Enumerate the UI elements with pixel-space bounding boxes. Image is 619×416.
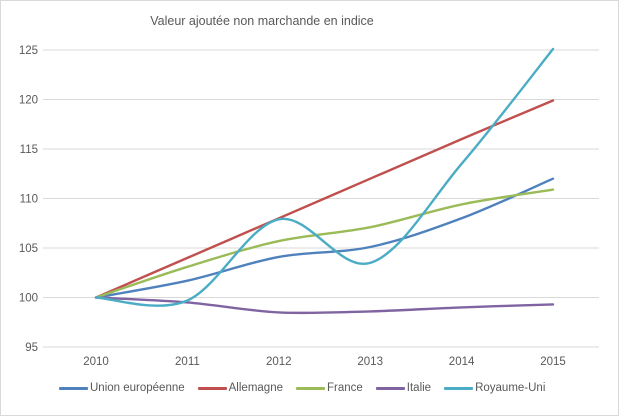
legend-line-swatch [197, 386, 227, 390]
y-tick-label: 115 [20, 144, 38, 156]
x-tick-label: 2013 [357, 356, 383, 368]
series-line-france [94, 188, 555, 299]
x-tick-label: 2015 [540, 356, 566, 368]
series-line-royaume-uni [94, 47, 555, 307]
series-line-allemagne [94, 99, 555, 299]
x-tick-label: 2014 [449, 356, 475, 368]
series-line-italie [94, 296, 555, 315]
y-tick-label: 95 [25, 342, 38, 354]
chart-title: Valeur ajoutée non marchande en indice [150, 14, 374, 28]
legend-line-swatch [59, 386, 88, 390]
legend-line-swatch [375, 386, 405, 390]
x-tick-label: 2011 [175, 356, 200, 368]
legend-item-royaume-uni: Royaume-Uni [444, 382, 545, 394]
legend-label: Italie [406, 382, 432, 394]
x-tick-label: 2012 [266, 356, 292, 368]
legend-line-swatch [295, 386, 325, 390]
legend-label: Royaume-Uni [475, 382, 546, 394]
y-tick-label: 125 [19, 45, 38, 57]
legend-item-union-europ-enne: Union européenne [59, 382, 185, 394]
legend-line-swatch [444, 386, 474, 390]
series-line-union-europ-enne [94, 177, 555, 299]
legend-item-italie: Italie [375, 382, 432, 394]
legend: Union européenne Allemagne France Italie Roy… [59, 382, 545, 394]
legend-item-france: France [295, 382, 363, 394]
legend-label: France [326, 382, 363, 394]
legend-label: Allemagne [228, 382, 283, 394]
x-tick-label: 2010 [83, 356, 109, 368]
y-tick-label: 120 [19, 95, 38, 107]
y-tick-label: 100 [19, 293, 38, 305]
y-tick-label: 105 [19, 243, 38, 255]
legend-label: Union européenne [90, 382, 185, 394]
legend-item-allemagne: Allemagne [197, 382, 283, 394]
y-tick-label: 110 [20, 194, 38, 206]
